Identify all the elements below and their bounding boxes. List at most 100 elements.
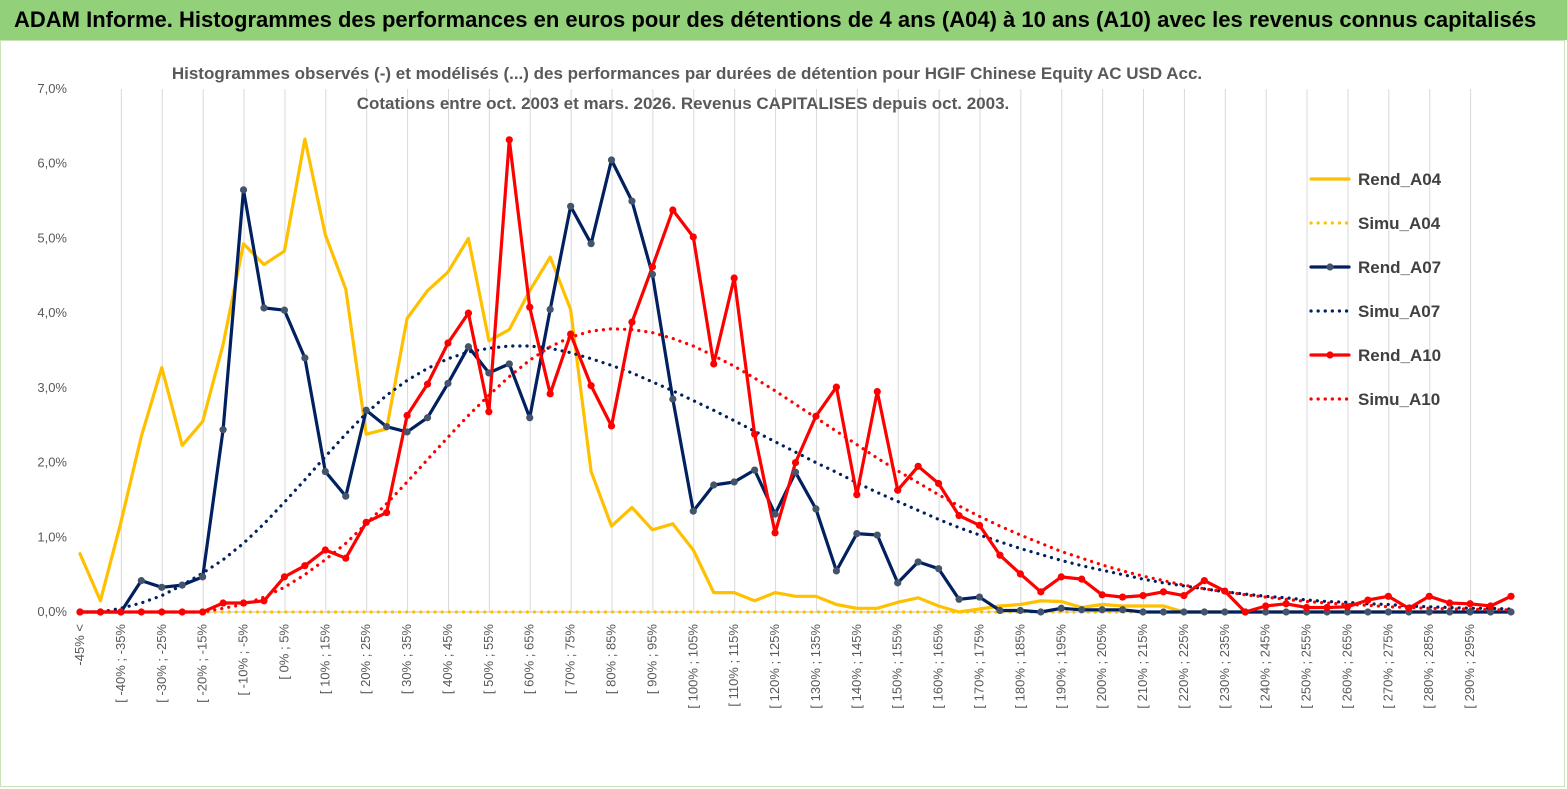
data-point-rend_a07 [1118,606,1127,614]
data-point-rend_a10 [751,430,759,438]
data-point-rend_a10 [873,387,881,396]
data-point-rend_a10 [96,608,105,616]
y-tick-label: 4,0% [37,305,67,320]
x-tick-label: [ 50% ; 55% [481,624,496,695]
x-tick-label: [ 250% ; 255% [1299,624,1314,709]
data-point-rend_a07 [423,414,432,422]
x-tick-label: [ 230% ; 235% [1217,624,1232,709]
data-point-rend_a07 [894,579,902,587]
data-point-rend_a10 [975,521,984,529]
data-point-rend_a10 [1425,592,1433,600]
data-point-rend_a07 [935,565,943,573]
x-tick-label: [ 130% ; 135% [808,624,823,709]
data-point-rend_a07 [1159,608,1168,616]
series-line-simu_a07 [78,344,1513,614]
legend-item-simu_a10: Simu_A10 [1309,390,1440,409]
data-point-rend_a07 [199,573,207,581]
data-point-rend_a10 [669,206,677,214]
data-point-rend_a07 [1343,608,1352,616]
x-tick-label: [ 90% ; 95% [644,624,659,695]
data-point-rend_a10 [342,554,350,562]
series-markers [76,136,1515,616]
data-point-rend_a07 [607,156,616,164]
data-point-rend_a10 [423,380,432,388]
series-line-rend_a04 [78,137,1513,614]
data-point-rend_a07 [853,529,861,538]
data-point-rend_a10 [1405,604,1413,612]
x-tick-label: [ 180% ; 185% [1012,624,1027,709]
data-point-rend_a10 [546,390,554,398]
data-point-rend_a10 [301,562,309,570]
x-tick-label: [ 60% ; 65% [522,624,537,695]
data-point-rend_a07 [669,395,677,403]
x-tick-label: [ 70% ; 75% [563,624,578,695]
data-point-rend_a07 [1057,604,1065,612]
data-point-rend_a07 [383,423,391,431]
data-point-rend_a07 [1078,606,1086,614]
data-point-rend_a10 [1159,588,1168,596]
legend-label: Rend_A04 [1358,170,1442,189]
data-point-rend_a07 [812,505,820,513]
data-point-rend_a10 [383,509,391,517]
data-point-rend_a10 [853,491,861,499]
x-tick-label: [ 140% ; 145% [849,624,864,709]
x-tick-label: [ 170% ; 175% [971,624,986,709]
data-point-rend_a10 [199,608,207,616]
data-point-rend_a07 [505,360,513,368]
data-point-rend_a07 [301,354,309,362]
series-line-rend_a07 [78,158,1513,614]
data-point-rend_a10 [444,339,452,347]
data-point-rend_a07 [771,510,779,518]
data-point-rend_a10 [771,529,779,537]
data-point-rend_a07 [464,343,473,351]
data-point-rend_a07 [1507,608,1515,616]
x-tick-label: [ -40% ; -35% [113,624,128,703]
data-point-rend_a07 [832,567,840,575]
x-tick-label: -45% < [72,624,87,666]
y-tick-label: 1,0% [37,529,67,544]
legend-label: Rend_A10 [1358,346,1441,365]
data-point-rend_a10 [832,383,840,391]
data-point-rend_a07 [178,581,186,589]
x-tick-label: [ 30% ; 35% [399,624,414,695]
data-point-rend_a10 [1200,577,1208,585]
data-point-rend_a10 [321,546,329,554]
data-point-rend_a10 [239,599,248,607]
data-point-rend_a10 [648,263,657,271]
data-point-rend_a07 [1016,606,1024,615]
y-tick-label: 5,0% [37,230,67,245]
data-point-rend_a07 [1037,608,1045,616]
data-point-rend_a07 [158,583,166,591]
x-axis-ticks: -45% < [ -40% ; -35% [ -30% ; -25% [ -20% ;… [72,624,1477,709]
data-point-rend_a07 [791,468,800,476]
y-tick-label: 7,0% [37,81,67,96]
data-point-rend_a10 [137,608,145,616]
x-tick-label: [ 260% ; 265% [1339,624,1354,709]
report-banner-title: ADAM Informe. Histogrammes des performan… [0,0,1567,40]
data-point-rend_a10 [1466,600,1474,608]
data-point-rend_a10 [1302,603,1311,612]
x-tick-label: [ 240% ; 245% [1258,624,1273,709]
legend-item-simu_a07: Simu_A07 [1309,302,1440,321]
data-point-rend_a10 [1364,596,1372,604]
x-tick-label: [ 40% ; 45% [440,624,455,695]
legend-item-simu_a04: Simu_A04 [1309,214,1441,233]
data-point-rend_a10 [1241,608,1249,616]
data-point-rend_a10 [791,458,800,467]
data-point-rend_a10 [1384,592,1392,600]
series-line-rend_a10 [78,138,1513,614]
x-tick-label: [ 10% ; 15% [317,624,332,695]
data-point-rend_a10 [158,608,166,616]
legend-item-rend_a10: Rend_A10 [1309,346,1441,365]
data-point-rend_a07 [219,426,227,434]
data-point-rend_a10 [1078,575,1086,583]
data-point-rend_a07 [730,478,738,486]
x-tick-label: [ 220% ; 225% [1176,624,1191,709]
data-point-rend_a07 [689,507,697,515]
data-point-rend_a10 [219,599,227,607]
data-point-rend_a10 [260,597,268,605]
x-tick-label: [ 190% ; 195% [1053,624,1068,709]
x-tick-label: [ 120% ; 125% [767,624,782,709]
chart-frame: 0,0% 1,0% 2,0% 3,0% 4,0% 5,0% 6,0% 7,0% -45% < [… [0,40,1565,787]
data-point-rend_a07 [1221,608,1229,616]
